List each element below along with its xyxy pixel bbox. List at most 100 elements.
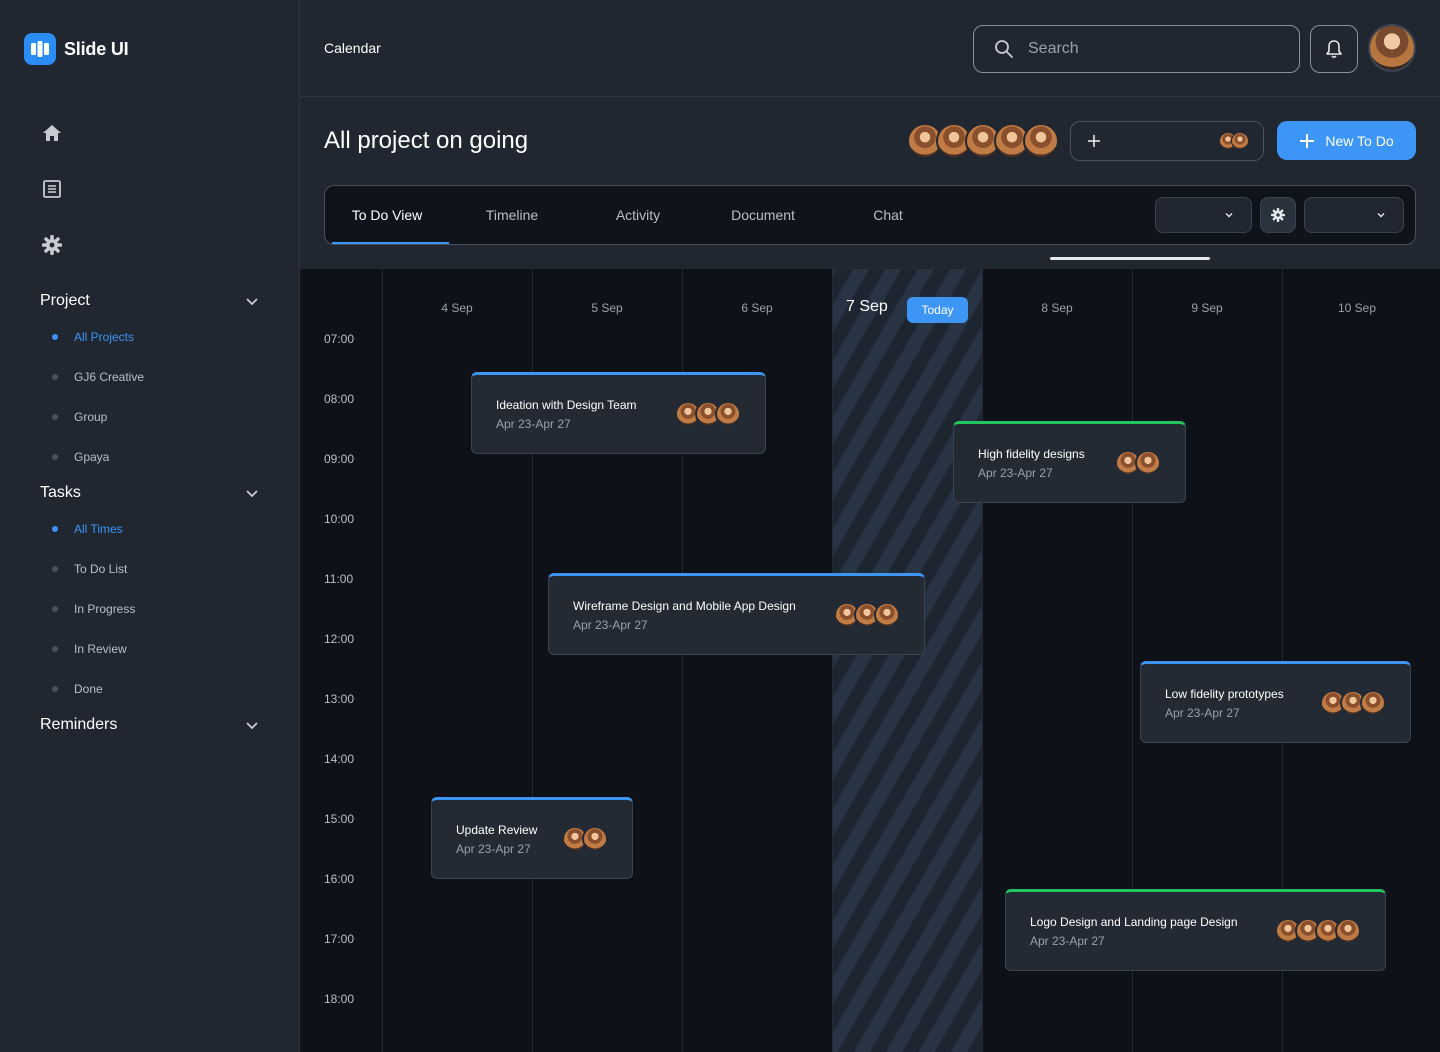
column-divider (382, 269, 383, 1052)
event-card[interactable]: Update Review Apr 23-Apr 27 (431, 797, 633, 879)
section-title: Reminders (40, 716, 118, 733)
day-header[interactable]: 8 Sep (1041, 301, 1073, 315)
sidebar-item-in-review[interactable]: In Review (52, 639, 127, 659)
sidebar-item-in-progress[interactable]: In Progress (52, 599, 135, 619)
event-avatars (1115, 450, 1161, 476)
user-avatar[interactable] (1368, 24, 1416, 72)
column-divider (682, 269, 683, 1052)
chevron-down-icon (1377, 213, 1385, 218)
column-divider (532, 269, 533, 1052)
sidebar-item-label: In Review (74, 642, 127, 656)
time-label: 10:00 (324, 512, 355, 526)
time-label: 11:00 (324, 572, 354, 586)
notifications-button[interactable] (1310, 25, 1358, 73)
sidebar-item-to-do-list[interactable]: To Do List (52, 559, 127, 579)
app-logo[interactable]: Slide UI (24, 33, 129, 65)
day-header[interactable]: 10 Sep (1337, 301, 1377, 315)
section-title: Project (40, 292, 90, 309)
time-label: 17:00 (324, 932, 355, 946)
tab-document[interactable]: Document (731, 207, 795, 223)
event-card[interactable]: Logo Design and Landing page Design Apr … (1005, 889, 1386, 971)
column-divider (1132, 269, 1133, 1052)
new-todo-label: New To Do (1325, 132, 1394, 149)
filter-select[interactable] (1155, 197, 1252, 233)
sort-select[interactable] (1304, 197, 1404, 233)
sidebar-item-label: In Progress (74, 602, 136, 616)
search-input[interactable]: Search (973, 25, 1300, 73)
day-header-today[interactable]: 7 Sep (846, 298, 888, 315)
sidebar-item-label: All Times (74, 522, 123, 536)
time-label: 13:00 (324, 692, 355, 706)
plus-icon (1300, 133, 1315, 148)
chevron-down-icon (246, 298, 258, 306)
section-tasks[interactable]: Tasks (40, 481, 260, 505)
horizontal-scrollbar[interactable] (1050, 257, 1210, 260)
bell-icon (1326, 40, 1342, 59)
topbar: Calendar Search (300, 0, 1440, 97)
event-text: Update Review Apr 23-Apr 27 (456, 823, 537, 856)
event-text: Ideation with Design Team Apr 23-Apr 27 (496, 398, 637, 431)
project-members[interactable] (907, 123, 1059, 159)
column-divider (832, 269, 833, 1052)
today-badge: Today (907, 297, 968, 323)
bullet-icon (52, 646, 58, 652)
tab-chat[interactable]: Chat (873, 207, 903, 223)
tab-timeline[interactable]: Timeline (485, 207, 539, 223)
time-label: 18:00 (324, 992, 355, 1006)
day-header[interactable]: 9 Sep (1191, 301, 1223, 315)
day-header[interactable]: 5 Sep (591, 301, 623, 315)
sidebar-item-label: To Do List (74, 562, 128, 576)
tab-to-do-view[interactable]: To Do View (325, 186, 449, 244)
app-name: Slide UI (64, 38, 129, 59)
section-project[interactable]: Project (40, 289, 260, 313)
add-member-button[interactable] (1070, 121, 1264, 161)
logo-icon (24, 33, 56, 65)
event-card[interactable]: High fidelity designs Apr 23-Apr 27 (953, 421, 1186, 503)
bullet-icon (52, 334, 58, 340)
sidebar-item-gpaya[interactable]: Gpaya (52, 447, 109, 467)
avatar (1231, 132, 1249, 150)
bullet-icon (52, 414, 58, 420)
event-date: Apr 23-Apr 27 (496, 416, 571, 431)
member-avatars (1219, 132, 1249, 150)
avatar (582, 826, 608, 852)
event-title: High fidelity designs (978, 446, 1085, 461)
sidebar-item-label: GJ6 Creative (74, 370, 145, 384)
section-reminders[interactable]: Reminders (40, 713, 260, 737)
bullet-icon (52, 454, 58, 460)
event-text: Logo Design and Landing page Design Apr … (1030, 915, 1238, 948)
sidebar-item-gj6-creative[interactable]: GJ6 Creative (52, 367, 144, 387)
sidebar-item-all-times[interactable]: All Times (52, 519, 123, 539)
event-date: Apr 23-Apr 27 (456, 841, 531, 856)
bullet-icon (52, 526, 58, 532)
sidebar: Slide UI Project All Projects GJ6 Creati… (0, 0, 300, 1052)
home-icon[interactable] (40, 121, 64, 145)
day-header[interactable]: 6 Sep (741, 301, 773, 315)
page-title: Calendar (324, 40, 381, 56)
event-card[interactable]: Ideation with Design Team Apr 23-Apr 27 (471, 372, 766, 454)
sidebar-item-group[interactable]: Group (52, 407, 107, 427)
gear-icon[interactable] (40, 233, 64, 257)
project-title: All project on going (324, 127, 529, 154)
project-header: All project on going New To Do To Do Vie… (300, 97, 1440, 269)
day-header[interactable]: 4 Sep (441, 301, 473, 315)
sidebar-item-done[interactable]: Done (52, 679, 103, 699)
chevron-down-icon (1225, 213, 1233, 218)
event-avatars (1275, 918, 1361, 944)
time-label: 16:00 (324, 872, 355, 886)
view-settings-button[interactable] (1260, 197, 1296, 233)
event-avatars (675, 401, 741, 427)
sidebar-item-all-projects[interactable]: All Projects (52, 327, 134, 347)
avatar (874, 602, 900, 628)
event-card[interactable]: Wireframe Design and Mobile App Design A… (548, 573, 925, 655)
list-icon[interactable] (40, 177, 64, 201)
tab-activity[interactable]: Activity (615, 207, 661, 223)
sidebar-item-label: Done (74, 682, 103, 696)
avatar (1360, 690, 1386, 716)
time-label: 07:00 (324, 332, 355, 346)
new-todo-button[interactable]: New To Do (1277, 121, 1416, 160)
event-avatars (562, 826, 608, 852)
event-avatars (834, 602, 900, 628)
event-date: Apr 23-Apr 27 (1030, 933, 1105, 948)
event-card[interactable]: Low fidelity prototypes Apr 23-Apr 27 (1140, 661, 1411, 743)
